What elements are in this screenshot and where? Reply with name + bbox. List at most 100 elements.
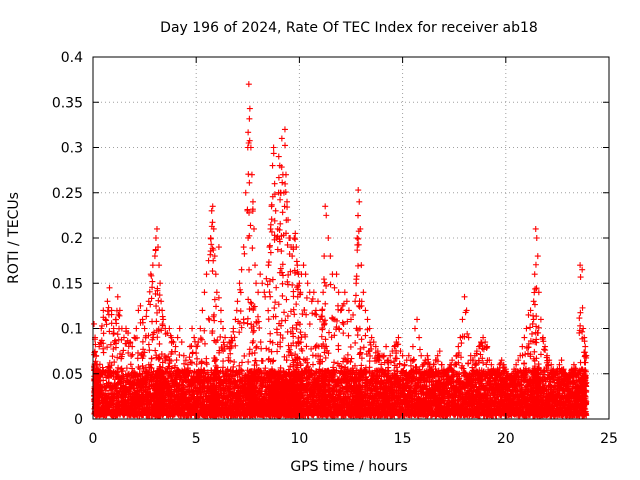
data-point bbox=[127, 361, 134, 368]
data-point bbox=[166, 325, 173, 332]
data-point bbox=[108, 311, 115, 318]
data-point bbox=[174, 334, 181, 341]
data-point bbox=[278, 135, 285, 142]
data-point bbox=[570, 361, 577, 368]
data-point bbox=[173, 357, 180, 364]
data-point bbox=[153, 318, 160, 325]
data-point bbox=[114, 331, 121, 338]
data-point bbox=[233, 307, 240, 314]
data-point bbox=[280, 272, 287, 279]
data-point bbox=[257, 271, 264, 278]
data-point bbox=[148, 355, 155, 362]
data-point bbox=[98, 325, 105, 332]
data-point bbox=[246, 266, 253, 273]
data-point bbox=[287, 363, 294, 370]
data-point bbox=[92, 358, 99, 365]
data-point bbox=[157, 280, 164, 287]
data-point bbox=[246, 115, 253, 122]
data-point bbox=[449, 357, 456, 364]
data-point bbox=[186, 354, 193, 361]
data-point bbox=[220, 358, 227, 365]
data-point bbox=[519, 343, 526, 350]
data-point bbox=[482, 339, 489, 346]
data-point bbox=[203, 355, 210, 362]
data-point bbox=[156, 262, 163, 269]
data-point bbox=[106, 328, 113, 335]
data-point bbox=[208, 241, 215, 248]
data-point bbox=[203, 271, 210, 278]
data-point bbox=[527, 307, 534, 314]
data-point bbox=[245, 171, 252, 178]
data-point bbox=[310, 289, 317, 296]
data-point bbox=[291, 311, 298, 318]
data-point bbox=[245, 129, 252, 136]
data-point bbox=[350, 311, 357, 318]
data-point bbox=[182, 357, 189, 364]
data-point bbox=[114, 293, 121, 300]
data-point bbox=[231, 359, 238, 366]
data-point bbox=[399, 352, 406, 359]
data-point bbox=[189, 349, 196, 356]
data-point bbox=[395, 334, 402, 341]
data-point bbox=[317, 316, 324, 323]
data-point bbox=[321, 253, 328, 260]
data-point bbox=[104, 298, 111, 305]
data-point bbox=[100, 377, 107, 384]
data-point bbox=[271, 305, 278, 312]
data-point bbox=[277, 220, 284, 227]
data-point bbox=[207, 235, 214, 242]
data-point bbox=[257, 339, 264, 346]
data-point bbox=[91, 320, 98, 327]
data-point bbox=[212, 271, 219, 278]
data-point bbox=[240, 244, 247, 251]
data-point bbox=[391, 343, 398, 350]
data-point bbox=[211, 253, 218, 260]
data-point bbox=[284, 198, 291, 205]
data-point bbox=[253, 344, 260, 351]
data-point bbox=[475, 343, 482, 350]
data-point bbox=[266, 242, 273, 249]
data-point bbox=[269, 162, 276, 169]
data-point bbox=[537, 316, 544, 323]
data-point bbox=[306, 321, 313, 328]
data-point bbox=[241, 250, 248, 257]
data-point bbox=[303, 294, 310, 301]
data-point bbox=[322, 203, 329, 210]
data-point bbox=[279, 179, 286, 186]
data-point bbox=[293, 301, 300, 308]
data-point bbox=[364, 316, 371, 323]
data-point bbox=[93, 353, 100, 360]
data-point bbox=[112, 337, 119, 344]
data-point bbox=[128, 353, 135, 360]
data-point bbox=[580, 325, 587, 332]
data-point bbox=[358, 262, 365, 269]
data-point bbox=[250, 225, 257, 232]
data-point bbox=[100, 349, 107, 356]
data-point bbox=[152, 347, 159, 354]
data-point bbox=[356, 198, 363, 205]
data-point bbox=[488, 361, 495, 368]
data-point bbox=[149, 278, 156, 285]
data-point bbox=[208, 207, 215, 214]
data-point bbox=[360, 289, 367, 296]
data-point bbox=[93, 362, 100, 369]
data-point bbox=[191, 334, 198, 341]
data-point bbox=[236, 280, 243, 287]
data-point bbox=[515, 357, 522, 364]
data-point bbox=[178, 339, 185, 346]
data-point bbox=[100, 330, 107, 337]
data-point bbox=[253, 280, 260, 287]
data-point bbox=[133, 325, 140, 332]
data-point bbox=[265, 259, 272, 266]
data-point bbox=[109, 353, 116, 360]
data-point bbox=[281, 126, 288, 133]
data-point bbox=[249, 198, 256, 205]
data-point bbox=[484, 343, 491, 350]
data-point bbox=[201, 289, 208, 296]
data-point bbox=[247, 144, 254, 151]
data-point bbox=[108, 362, 115, 369]
grid-lines bbox=[93, 57, 609, 419]
data-point bbox=[348, 316, 354, 323]
data-point bbox=[151, 253, 158, 260]
